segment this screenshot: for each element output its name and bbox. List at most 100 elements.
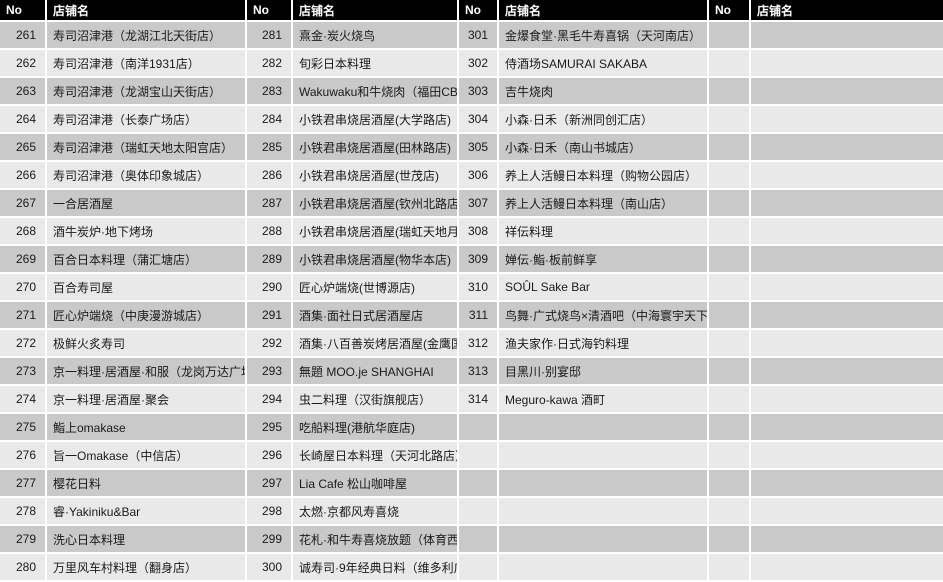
column-header-shop-2[interactable]: 店铺名 xyxy=(292,0,459,22)
cell-shop-2[interactable]: 旬彩日本料理 xyxy=(292,49,459,78)
cell-no-2[interactable]: 287 xyxy=(246,189,293,218)
cell-no-1[interactable]: 274 xyxy=(0,385,47,414)
column-header-no-3[interactable]: No xyxy=(458,0,499,22)
column-header-shop-3[interactable]: 店铺名 xyxy=(498,0,709,22)
cell-shop-3[interactable]: 祥伝料理 xyxy=(498,217,709,246)
cell-no-1[interactable]: 261 xyxy=(0,21,47,50)
column-header-no-1[interactable]: No xyxy=(0,0,47,22)
cell-shop-4[interactable] xyxy=(750,77,943,106)
cell-no-2[interactable]: 298 xyxy=(246,497,293,526)
cell-no-3[interactable]: 302 xyxy=(458,49,499,78)
table-row[interactable]: 267 一合居酒屋 287 小铁君串烧居酒屋(钦州北路店) 307 养上人活鳗日本料理（南… xyxy=(0,189,943,218)
cell-shop-4[interactable] xyxy=(750,245,943,274)
table-row[interactable]: 262 寿司沼津港（南洋1931店） 282 旬彩日本料理 302 侍酒场SAMURAI … xyxy=(0,49,943,78)
table-row[interactable]: 274 京一料理·居酒屋·聚会 294 虫二料理（汉街旗舰店） 314 Meguro-ka… xyxy=(0,385,943,414)
cell-no-1[interactable]: 270 xyxy=(0,273,47,302)
cell-shop-2[interactable]: 小铁君串烧居酒屋(田林路店) xyxy=(292,133,459,162)
cell-no-2[interactable]: 293 xyxy=(246,357,293,386)
cell-shop-3[interactable]: 养上人活鳗日本料理（南山店） xyxy=(498,189,709,218)
cell-shop-4[interactable] xyxy=(750,49,943,78)
cell-no-2[interactable]: 289 xyxy=(246,245,293,274)
cell-shop-4[interactable] xyxy=(750,105,943,134)
cell-no-1[interactable]: 267 xyxy=(0,189,47,218)
cell-no-3[interactable]: 312 xyxy=(458,329,499,358)
cell-no-4[interactable] xyxy=(708,21,751,50)
cell-no-1[interactable]: 271 xyxy=(0,301,47,330)
cell-shop-2[interactable]: 酒集·八百善炭烤居酒屋(金鹰国际店) xyxy=(292,329,459,358)
table-row[interactable]: 269 百合日本料理（蒲汇塘店） 289 小铁君串烧居酒屋(物华本店) 309 婵伝·鮨·… xyxy=(0,245,943,274)
cell-shop-1[interactable]: 旨一Omakase（中信店） xyxy=(46,441,247,470)
cell-shop-2[interactable]: 长崎屋日本料理（天河北路店） xyxy=(292,441,459,470)
cell-shop-3[interactable]: 婵伝·鮨·板前鲜享 xyxy=(498,245,709,274)
cell-no-4[interactable] xyxy=(708,525,751,554)
cell-shop-4[interactable] xyxy=(750,273,943,302)
cell-shop-1[interactable]: 樱花日料 xyxy=(46,469,247,498)
cell-shop-4[interactable] xyxy=(750,497,943,526)
cell-shop-1[interactable]: 睿·Yakiniku&Bar xyxy=(46,497,247,526)
cell-shop-4[interactable] xyxy=(750,189,943,218)
cell-no-3[interactable]: 304 xyxy=(458,105,499,134)
cell-shop-3[interactable] xyxy=(498,497,709,526)
cell-shop-4[interactable] xyxy=(750,329,943,358)
cell-shop-1[interactable]: 寿司沼津港（龙湖宝山天街店） xyxy=(46,77,247,106)
cell-shop-2[interactable]: 诚寿司·9年经典日料（维多利广场店） xyxy=(292,553,459,582)
cell-shop-2[interactable]: 小铁君串烧居酒屋(物华本店) xyxy=(292,245,459,274)
cell-shop-1[interactable]: 京一料理·居酒屋·聚会 xyxy=(46,385,247,414)
cell-no-3[interactable]: 305 xyxy=(458,133,499,162)
cell-no-1[interactable]: 275 xyxy=(0,413,47,442)
cell-no-1[interactable]: 273 xyxy=(0,357,47,386)
table-row[interactable]: 278 睿·Yakiniku&Bar 298 太燃·京都风寿喜烧 xyxy=(0,497,943,526)
cell-no-4[interactable] xyxy=(708,245,751,274)
table-row[interactable]: 261 寿司沼津港（龙湖江北天街店） 281 熹金·炭火烧鸟 301 金爆食堂·黑毛牛寿喜… xyxy=(0,21,943,50)
cell-no-4[interactable] xyxy=(708,189,751,218)
cell-no-3[interactable]: 306 xyxy=(458,161,499,190)
cell-no-1[interactable]: 263 xyxy=(0,77,47,106)
cell-shop-3[interactable]: 侍酒场SAMURAI SAKABA xyxy=(498,49,709,78)
cell-no-3[interactable]: 303 xyxy=(458,77,499,106)
cell-shop-1[interactable]: 寿司沼津港（龙湖江北天街店） xyxy=(46,21,247,50)
cell-no-2[interactable]: 299 xyxy=(246,525,293,554)
table-row[interactable]: 272极鲜火炙寿司292酒集·八百善炭烤居酒屋(金鹰国际店)312渔夫家作·日式… xyxy=(0,329,943,358)
cell-shop-3[interactable]: 养上人活鳗日本料理（购物公园店） xyxy=(498,161,709,190)
cell-shop-2[interactable]: 小铁君串烧居酒屋(钦州北路店) xyxy=(292,189,459,218)
cell-shop-4[interactable] xyxy=(750,525,943,554)
cell-no-2[interactable]: 282 xyxy=(246,49,293,78)
cell-no-2[interactable]: 292 xyxy=(246,329,293,358)
cell-no-3[interactable] xyxy=(458,525,499,554)
cell-no-1[interactable]: 280 xyxy=(0,553,47,582)
cell-shop-1[interactable]: 寿司沼津港（南洋1931店） xyxy=(46,49,247,78)
cell-no-4[interactable] xyxy=(708,161,751,190)
cell-no-3[interactable] xyxy=(458,497,499,526)
cell-no-2[interactable]: 285 xyxy=(246,133,293,162)
cell-no-1[interactable]: 264 xyxy=(0,105,47,134)
cell-shop-1[interactable]: 洗心日本料理 xyxy=(46,525,247,554)
cell-shop-4[interactable] xyxy=(750,469,943,498)
cell-shop-2[interactable]: 匠心炉端烧(世博源店) xyxy=(292,273,459,302)
column-header-shop-1[interactable]: 店铺名 xyxy=(46,0,247,22)
cell-shop-3[interactable] xyxy=(498,525,709,554)
cell-no-4[interactable] xyxy=(708,385,751,414)
cell-no-3[interactable]: 309 xyxy=(458,245,499,274)
cell-no-3[interactable]: 301 xyxy=(458,21,499,50)
cell-shop-2[interactable]: 小铁君串烧居酒屋(世茂店) xyxy=(292,161,459,190)
table-row[interactable]: 263寿司沼津港（龙湖宝山天街店）283Wakuwaku和牛烧肉（福田CBD店）… xyxy=(0,77,943,106)
cell-no-3[interactable]: 311 xyxy=(458,301,499,330)
cell-shop-4[interactable] xyxy=(750,385,943,414)
cell-no-3[interactable] xyxy=(458,553,499,582)
cell-no-2[interactable]: 296 xyxy=(246,441,293,470)
cell-shop-1[interactable]: 寿司沼津港（奥体印象城店） xyxy=(46,161,247,190)
cell-no-3[interactable]: 314 xyxy=(458,385,499,414)
cell-shop-1[interactable]: 酒牛炭炉·地下烤场 xyxy=(46,217,247,246)
cell-no-2[interactable]: 290 xyxy=(246,273,293,302)
cell-no-4[interactable] xyxy=(708,441,751,470)
table-row[interactable]: 270 百合寿司屋 290 匠心炉端烧(世博源店) 310 SOÛL Sake Bar xyxy=(0,273,943,302)
cell-shop-2[interactable]: Lia Cafe 松山咖啡屋 xyxy=(292,469,459,498)
cell-no-1[interactable]: 265 xyxy=(0,133,47,162)
cell-shop-1[interactable]: 百合寿司屋 xyxy=(46,273,247,302)
cell-no-4[interactable] xyxy=(708,329,751,358)
table-row[interactable]: 276 旨一Omakase（中信店） 296 长崎屋日本料理（天河北路店） xyxy=(0,441,943,470)
cell-no-2[interactable]: 297 xyxy=(246,469,293,498)
cell-no-3[interactable]: 313 xyxy=(458,357,499,386)
cell-shop-3[interactable]: 目黑川·别宴邸 xyxy=(498,357,709,386)
